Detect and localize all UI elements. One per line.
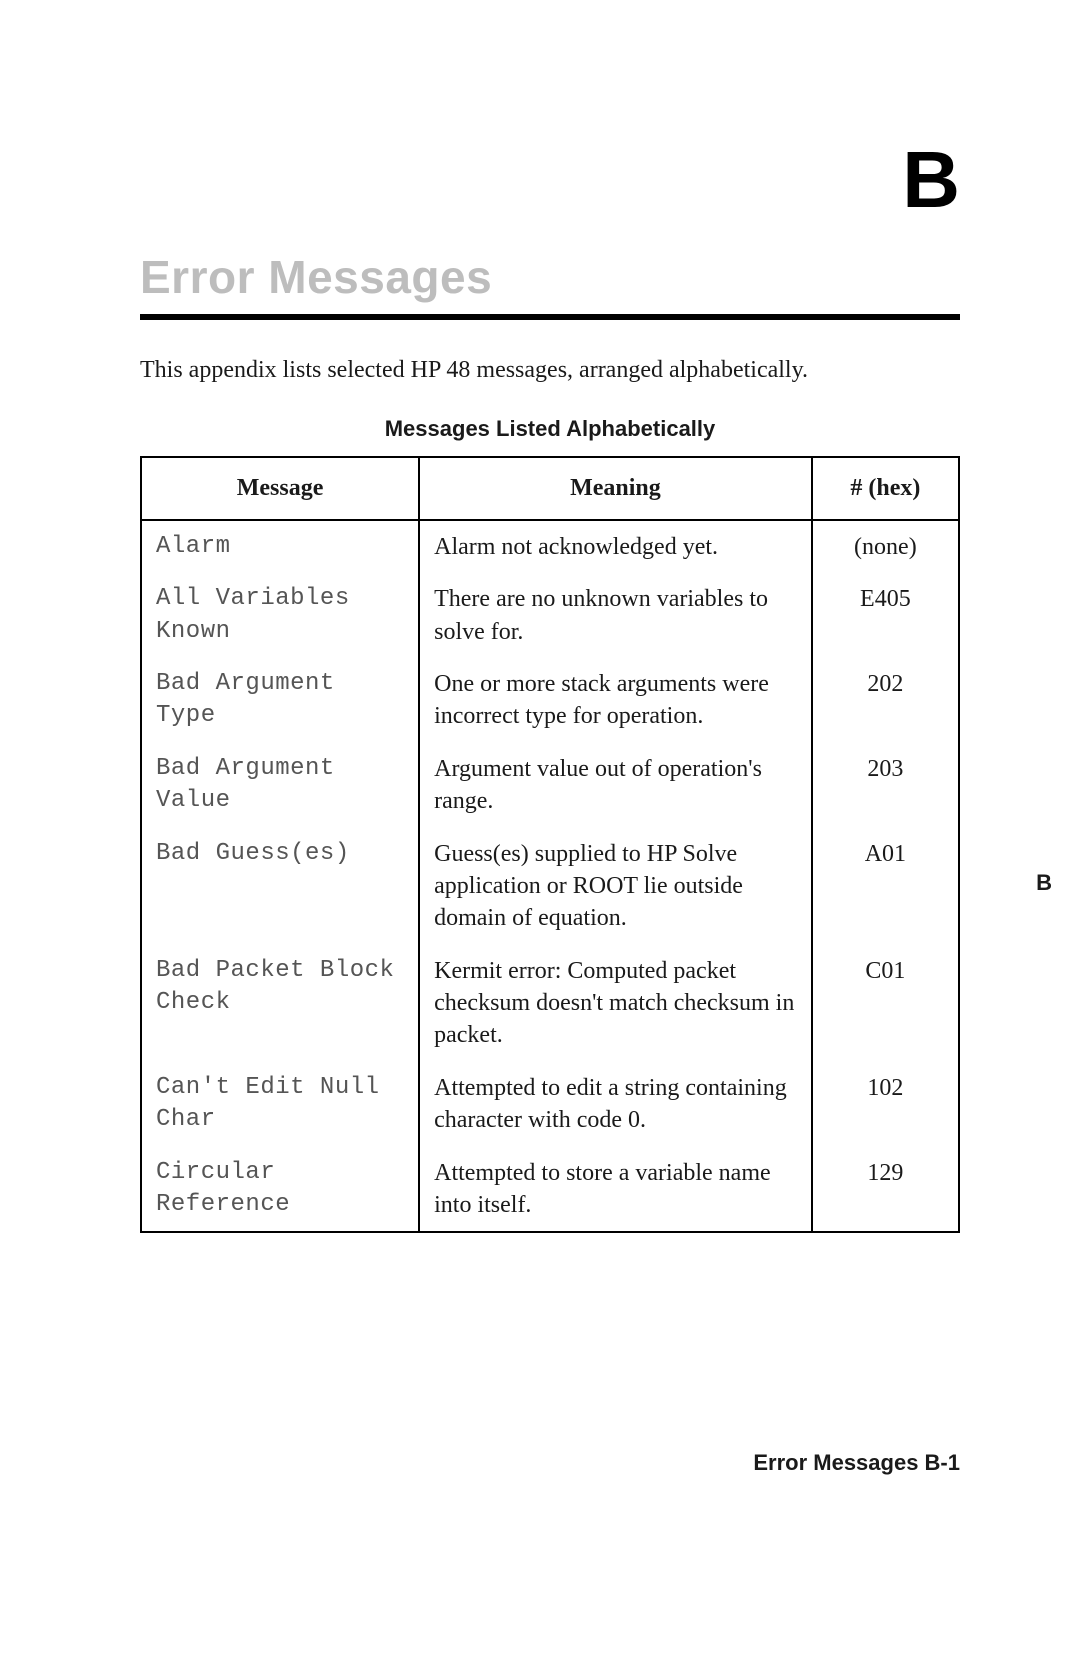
cell-hex: 203 — [812, 743, 959, 828]
page: B Error Messages This appendix lists sel… — [0, 0, 1080, 1656]
table-row: Bad Packet Block Check Kermit error: Com… — [141, 945, 959, 1062]
cell-hex: C01 — [812, 945, 959, 1062]
table-row: Bad Argument Value Argument value out of… — [141, 743, 959, 828]
page-footer: Error Messages B-1 — [753, 1450, 960, 1476]
cell-meaning: Attempted to edit a string containing ch… — [419, 1062, 812, 1147]
title-rule — [140, 314, 960, 320]
cell-message: Bad Packet Block Check — [141, 945, 419, 1062]
cell-hex: E405 — [812, 573, 959, 658]
cell-hex: (none) — [812, 520, 959, 573]
appendix-letter: B — [902, 140, 960, 220]
table-row: Bad Argument Type One or more stack argu… — [141, 658, 959, 743]
table-row: All Variables Known There are no unknown… — [141, 573, 959, 658]
col-header-hex: # (hex) — [812, 457, 959, 519]
cell-meaning: There are no unknown variables to solve … — [419, 573, 812, 658]
cell-message: Alarm — [141, 520, 419, 573]
page-title: Error Messages — [140, 250, 960, 304]
cell-meaning: Attempted to store a variable name into … — [419, 1147, 812, 1233]
cell-hex: 129 — [812, 1147, 959, 1233]
table-row: Alarm Alarm not acknowledged yet. (none) — [141, 520, 959, 573]
cell-message: Bad Argument Value — [141, 743, 419, 828]
cell-meaning: Argument value out of operation's range. — [419, 743, 812, 828]
cell-meaning: Alarm not acknowledged yet. — [419, 520, 812, 573]
table-header-row: Message Meaning # (hex) — [141, 457, 959, 519]
error-messages-table: Message Meaning # (hex) Alarm Alarm not … — [140, 456, 960, 1233]
cell-meaning: Kermit error: Computed packet checksum d… — [419, 945, 812, 1062]
cell-meaning: One or more stack arguments were incorre… — [419, 658, 812, 743]
table-row: Can't Edit Null Char Attempted to edit a… — [141, 1062, 959, 1147]
table-caption: Messages Listed Alphabetically — [140, 416, 960, 442]
table-row: Bad Guess(es) Guess(es) supplied to HP S… — [141, 828, 959, 945]
cell-hex: 102 — [812, 1062, 959, 1147]
cell-message: Circular Reference — [141, 1147, 419, 1233]
cell-message: Can't Edit Null Char — [141, 1062, 419, 1147]
intro-paragraph: This appendix lists selected HP 48 messa… — [140, 354, 960, 386]
cell-message: All Variables Known — [141, 573, 419, 658]
cell-message: Bad Argument Type — [141, 658, 419, 743]
cell-meaning: Guess(es) supplied to HP Solve applicati… — [419, 828, 812, 945]
side-tab-letter: B — [1036, 870, 1052, 896]
cell-hex: 202 — [812, 658, 959, 743]
cell-message: Bad Guess(es) — [141, 828, 419, 945]
table-row: Circular Reference Attempted to store a … — [141, 1147, 959, 1233]
col-header-message: Message — [141, 457, 419, 519]
cell-hex: A01 — [812, 828, 959, 945]
col-header-meaning: Meaning — [419, 457, 812, 519]
